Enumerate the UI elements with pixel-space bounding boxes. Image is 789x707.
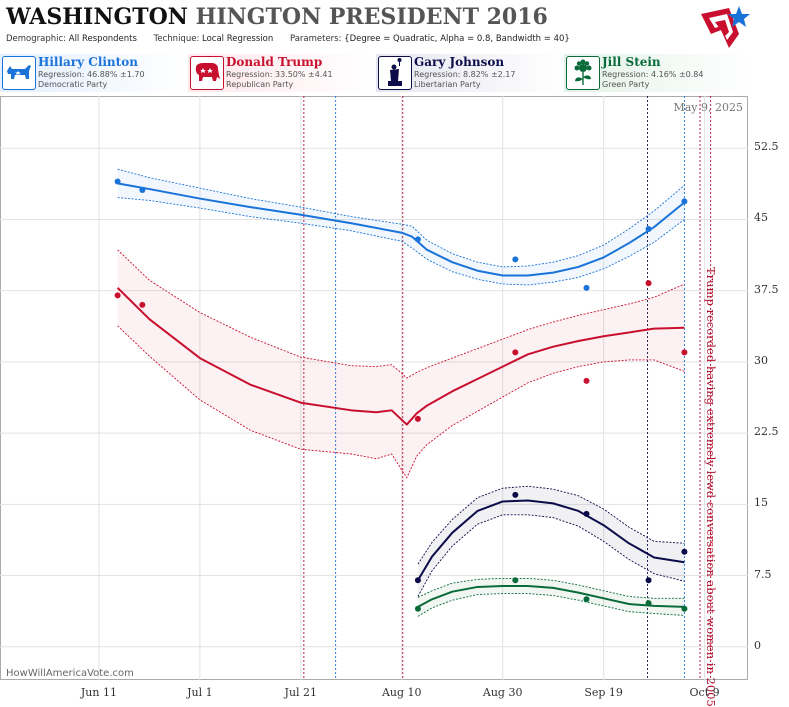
poll-point xyxy=(114,292,121,299)
party-name: Democratic Party xyxy=(38,80,108,89)
candidate-name: Donald Trump xyxy=(226,55,323,69)
regression-line xyxy=(417,584,685,608)
title-sub: HINGTON PRESIDENT 2016 xyxy=(195,4,548,30)
candidate-name: Gary Johnson xyxy=(414,55,505,69)
poll-point xyxy=(583,284,590,291)
regression-line xyxy=(116,287,685,426)
confidence-band xyxy=(117,169,685,285)
title-block: WASHINGTON HINGTON PRESIDENT 2016 xyxy=(6,4,548,30)
confidence-upper-line xyxy=(117,249,685,379)
poll-point xyxy=(139,187,146,194)
poll-point xyxy=(139,301,146,308)
y-tick-label: 7.5 xyxy=(754,567,772,581)
confidence-upper-line xyxy=(117,168,685,268)
plot-area xyxy=(0,96,748,680)
poll-point xyxy=(645,600,652,607)
poll-point xyxy=(583,596,590,603)
x-tick-label: Aug 10 xyxy=(381,686,422,699)
x-tick-label: Sep 19 xyxy=(584,686,623,699)
regression-line xyxy=(117,182,686,277)
poll-point xyxy=(512,256,519,263)
statue-of-liberty-icon xyxy=(378,56,412,90)
y-tick-label: 22.5 xyxy=(754,425,779,439)
y-tick-label: 15 xyxy=(754,496,768,510)
legend-clinton: Hillary Clinton Regression: 46.88% ±1.70… xyxy=(0,54,188,92)
poll-point xyxy=(512,491,519,498)
x-tick-label: Jul 21 xyxy=(284,686,318,699)
confidence-band xyxy=(117,249,685,478)
candidate-name: Hillary Clinton xyxy=(38,55,138,69)
chart-parameters: Demographic: All Respondents Technique: … xyxy=(6,34,570,44)
confidence-lower-line xyxy=(417,593,685,617)
technique-label: Technique: xyxy=(153,34,200,44)
donkey-icon xyxy=(2,56,36,90)
poll-point xyxy=(512,577,519,584)
y-tick-label: 52.5 xyxy=(754,140,779,154)
legend-stein: Jill Stein Regression: 4.16% ±0.84 Green… xyxy=(564,54,752,92)
confidence-upper-line xyxy=(417,485,685,565)
y-tick-label: 30 xyxy=(754,353,768,367)
poll-point xyxy=(645,577,652,584)
annotation-lewd-tape: Trump recorded having extremely lewd con… xyxy=(702,267,722,707)
poll-point xyxy=(414,605,421,612)
poll-point xyxy=(583,510,590,517)
page-title: WASHINGTON HINGTON PRESIDENT 2016 xyxy=(6,4,548,30)
legend-johnson: Gary Johnson Regression: 8.82% ±2.17 Lib… xyxy=(376,54,564,92)
y-tick-label: 37.5 xyxy=(754,282,779,296)
poll-point xyxy=(114,178,121,185)
confidence-lower-line xyxy=(117,197,685,286)
x-tick-label: Oct 9 xyxy=(689,686,720,699)
poll-point xyxy=(681,349,688,356)
confidence-band xyxy=(417,486,685,597)
party-name: Republican Party xyxy=(226,80,294,89)
poll-point xyxy=(681,605,688,612)
elephant-icon xyxy=(190,56,224,90)
demographic-label: Demographic: xyxy=(6,34,67,44)
confidence-lower-line xyxy=(117,325,685,479)
confidence-lower-line xyxy=(417,514,685,597)
date-label: May 9, 2025 xyxy=(673,101,743,114)
watermark: HowWillAmericaVote.com xyxy=(6,668,134,679)
confidence-band xyxy=(417,578,685,617)
x-tick-label: Jun 11 xyxy=(80,686,117,699)
annotation-text: Trump recorded having extremely lewd con… xyxy=(704,267,718,707)
regression-value: Regression: 4.16% ±0.84 xyxy=(602,70,704,79)
poll-point xyxy=(414,577,421,584)
y-tick-label: 45 xyxy=(754,211,768,225)
x-tick-label: Aug 30 xyxy=(482,686,523,699)
party-name: Green Party xyxy=(602,80,650,89)
poll-point xyxy=(414,415,421,422)
poll-point xyxy=(512,349,519,356)
regression-line xyxy=(417,499,685,581)
parameters-label: Parameters: xyxy=(289,34,342,44)
party-name: Libertarian Party xyxy=(414,80,481,89)
title-main: WASHINGTON xyxy=(6,4,188,30)
candidate-name: Jill Stein xyxy=(602,55,661,69)
x-tick-label: Jul 1 xyxy=(187,686,213,699)
legend-trump: Donald Trump Regression: 33.50% ±4.41 Re… xyxy=(188,54,376,92)
poll-point xyxy=(681,548,688,555)
sunflower-icon xyxy=(566,56,600,90)
poll-point xyxy=(583,377,590,384)
star-flag-logo-icon xyxy=(701,6,750,48)
regression-value: Regression: 46.88% ±1.70 xyxy=(38,70,145,79)
poll-point xyxy=(681,198,688,205)
technique-value: Local Regression xyxy=(202,34,274,44)
regression-value: Regression: 8.82% ±2.17 xyxy=(414,70,516,79)
poll-point xyxy=(645,225,652,232)
poll-point xyxy=(414,236,421,243)
y-tick-label: 0 xyxy=(754,638,761,652)
poll-point xyxy=(645,280,652,287)
parameters-value: {Degree = Quadratic, Alpha = 0.8, Bandwi… xyxy=(344,34,570,44)
regression-value: Regression: 33.50% ±4.41 xyxy=(226,70,333,79)
demographic-value: All Respondents xyxy=(68,34,137,44)
